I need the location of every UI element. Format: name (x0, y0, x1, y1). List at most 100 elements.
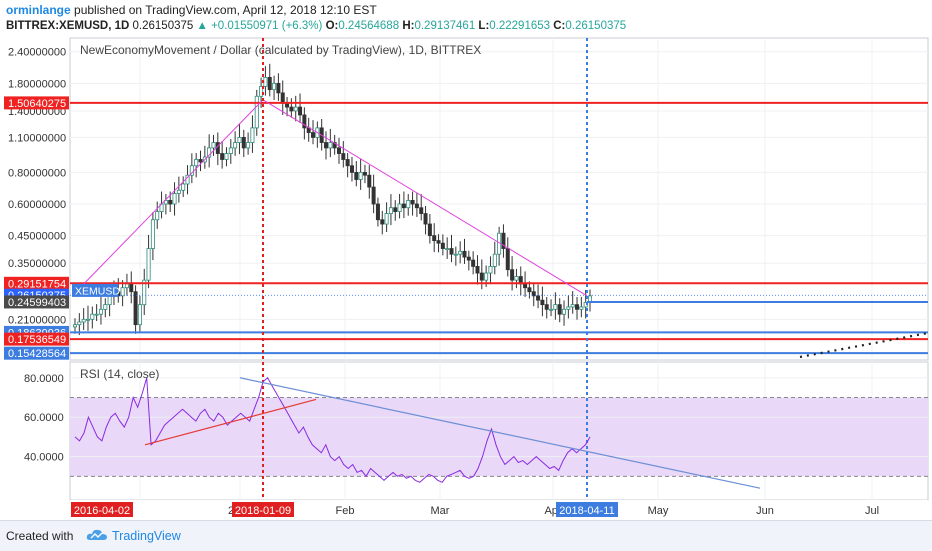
candle-body (324, 142, 329, 149)
symbol-name: BITTREX:XEMUSD, 1D (6, 20, 130, 32)
candle-body (124, 283, 129, 289)
price-tick-label: 0.60000000 (8, 199, 66, 211)
candle-body (129, 283, 134, 293)
symbol-info: BITTREX:XEMUSD, 1D 0.26150375 ▲ +0.01550… (6, 20, 626, 32)
horizontal-levels[interactable] (70, 101, 929, 359)
author-link[interactable]: orminlange (6, 3, 71, 17)
high-label: H: (402, 20, 415, 32)
candle-body (302, 114, 307, 129)
rsi-tick-label: 80.0000 (24, 373, 64, 385)
high-value: 0.29137461 (414, 20, 476, 32)
candle-body (397, 203, 402, 212)
candle-body (401, 203, 406, 209)
candle-body (492, 253, 497, 267)
close-value: 0.26150375 (565, 20, 627, 32)
close-label: C: (553, 20, 566, 32)
time-axis-label: Mar (431, 505, 450, 517)
candle-body (267, 77, 272, 91)
candle-body (332, 142, 337, 149)
candle-body (371, 186, 376, 205)
candle-body (280, 92, 285, 104)
candle-body (419, 207, 424, 214)
price-label-box[interactable] (4, 276, 69, 290)
candle-body (246, 142, 251, 149)
last-price: 0.26150375 (132, 20, 194, 32)
candle-body (254, 95, 259, 129)
candle-body (562, 308, 567, 315)
time-label-box[interactable] (556, 502, 618, 517)
trendline-1[interactable] (262, 99, 588, 297)
candle-body (241, 137, 246, 149)
candle-body (341, 153, 346, 160)
time-axis-label: Feb (336, 505, 355, 517)
candle-body (466, 256, 471, 261)
candle-body (445, 248, 450, 250)
rsi-overbought-band (70, 397, 928, 477)
rsi-title: RSI (14, close) (80, 367, 159, 381)
price-tick-label: 0.35000000 (8, 258, 66, 270)
candle-body (471, 259, 476, 267)
candle-body (137, 304, 142, 326)
time-label-box[interactable] (71, 502, 133, 517)
candle-body (432, 235, 437, 242)
candle-body (285, 102, 290, 108)
candle-body (289, 106, 294, 112)
price-change: +0.01550971 (+6.3%) (211, 20, 323, 32)
candle-body (414, 203, 419, 209)
time-axis-label: Jul (865, 505, 879, 517)
candle-body (510, 269, 515, 281)
candle-body (440, 242, 445, 249)
dotted-ray[interactable] (799, 331, 929, 359)
candle-body (233, 142, 238, 149)
series-tag-box (72, 283, 118, 297)
candle-body (250, 127, 255, 143)
rsi-pane (74, 377, 761, 489)
chart-canvas[interactable]: NewEconomyMovement / Dollar (calculated … (0, 36, 932, 520)
candle-body (540, 299, 545, 306)
candle-body (163, 200, 168, 205)
vertical-markers[interactable] (262, 38, 588, 520)
rsi-trend-red[interactable] (144, 398, 317, 446)
candle-body (549, 308, 554, 311)
candle-body (527, 287, 532, 293)
time-label-box[interactable] (232, 502, 294, 517)
candle-body (77, 321, 82, 326)
candle-body (207, 147, 212, 158)
candle-body (449, 248, 454, 255)
publish-text: published on TradingView.com, April 12, … (74, 3, 377, 17)
price-label-box[interactable] (4, 295, 69, 309)
candle-body (544, 304, 549, 310)
time-axis-year: 2 (228, 505, 234, 517)
open-label: O: (325, 20, 339, 32)
tradingview-cloud-icon (86, 529, 107, 540)
candle-body (531, 291, 536, 297)
trendline-0[interactable] (81, 99, 264, 287)
candle-body (349, 165, 354, 173)
rsi-trend-blue[interactable] (239, 377, 761, 489)
trendlines[interactable] (81, 99, 588, 297)
candle-body (505, 248, 510, 271)
candle-body (488, 265, 493, 274)
price-label-box[interactable] (4, 332, 69, 346)
candle-body (103, 304, 108, 310)
candle-body (81, 318, 86, 323)
candle-body (475, 265, 480, 274)
candle-body (194, 159, 199, 167)
candle-body (436, 240, 441, 244)
rsi-line (74, 377, 591, 483)
candle-body (384, 213, 389, 225)
candle-body (354, 172, 359, 180)
price-label-box[interactable] (4, 96, 69, 110)
price-axis[interactable]: 2.400000001.800000001.400000001.10000000… (4, 47, 120, 464)
tradingview-brand[interactable]: TradingView (112, 529, 181, 543)
candle-body (410, 200, 415, 205)
price-label-box[interactable] (4, 346, 69, 360)
publish-info: orminlange published on TradingView.com,… (6, 3, 377, 17)
candle-body (224, 153, 229, 160)
candle-body (120, 287, 125, 297)
candle-body (181, 183, 186, 191)
chart-title: NewEconomyMovement / Dollar (calculated … (80, 43, 481, 57)
price-tick-label: 1.80000000 (8, 78, 66, 90)
candle-body (94, 313, 99, 316)
